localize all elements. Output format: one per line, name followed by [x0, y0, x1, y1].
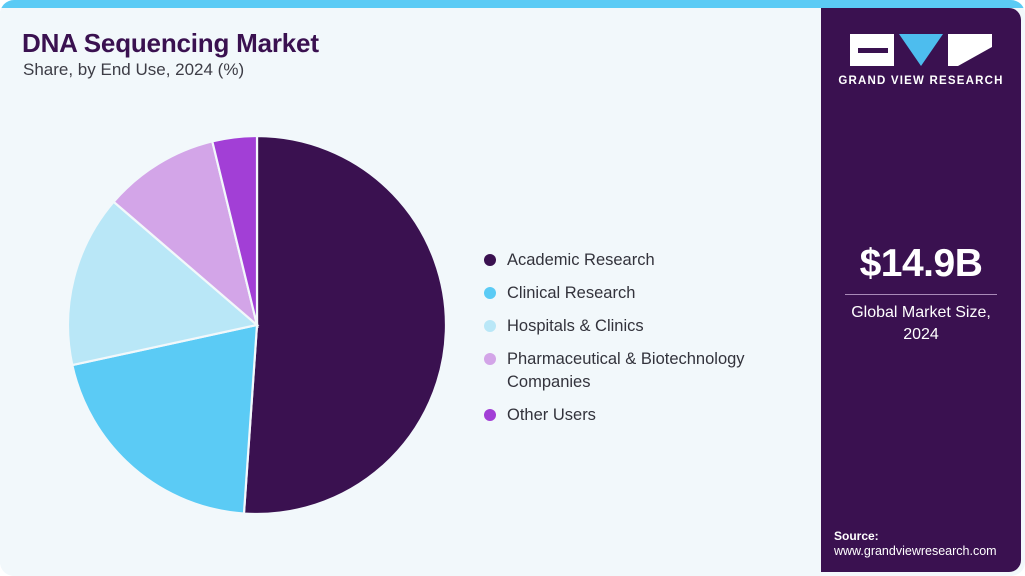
legend-color-swatch-icon	[484, 254, 496, 266]
market-size-caption: Global Market Size, 2024	[851, 303, 991, 344]
legend-item-label: Hospitals & Clinics	[507, 316, 644, 335]
logo-r-icon	[948, 34, 992, 66]
legend-color-swatch-icon	[484, 286, 496, 299]
market-size-stat: $14.9B Global Market Size, 2024	[821, 242, 1021, 346]
legend-color-swatch-icon	[484, 409, 496, 422]
legend-item[interactable]: Hospitals & Clinics	[484, 315, 784, 338]
pie-chart-svg	[67, 135, 447, 515]
logo-marks	[821, 34, 1021, 66]
source-block: Source: www.grandviewresearch.com	[834, 529, 1022, 558]
source-label: Source:	[834, 529, 879, 543]
pie-slice-group	[67, 135, 447, 515]
market-size-value: $14.9B	[859, 242, 983, 285]
chart-main-area: DNA Sequencing Market Share, by End Use,…	[0, 8, 820, 576]
pie-slice[interactable]	[70, 323, 259, 515]
legend-color-swatch-icon	[484, 319, 496, 332]
pie-slice[interactable]	[242, 135, 447, 515]
legend-item[interactable]: Other Users	[484, 404, 784, 427]
logo-v-triangle-icon	[899, 34, 943, 66]
legend-item[interactable]: Academic Research	[484, 249, 784, 272]
page-subtitle: Share, by End Use, 2024 (%)	[23, 60, 245, 79]
legend-item-label: Academic Research	[507, 251, 655, 269]
gvr-logo: GRAND VIEW RESEARCH	[821, 34, 1021, 87]
top-accent-bar	[0, 0, 1025, 8]
pie-slice[interactable]	[112, 140, 259, 329]
source-url[interactable]: www.grandviewresearch.com	[834, 544, 997, 558]
legend-item[interactable]: Clinical Research	[484, 282, 784, 305]
logo-g-icon	[850, 34, 894, 66]
brand-sidebar: GRAND VIEW RESEARCH $14.9B Global Market…	[821, 8, 1021, 572]
chart-legend: Academic Research Clinical Research Hospit…	[484, 249, 784, 437]
stat-divider	[845, 293, 997, 295]
legend-color-swatch-icon	[484, 352, 496, 365]
legend-item[interactable]: Pharmaceutical & Biotechnology Companies	[484, 348, 784, 395]
legend-item-label: Clinical Research	[507, 283, 636, 302]
logo-wordmark: GRAND VIEW RESEARCH	[838, 75, 1004, 87]
pie-chart	[67, 135, 447, 515]
legend-item-label: Other Users	[507, 406, 596, 425]
pie-slice[interactable]	[67, 200, 260, 367]
page-title: DNA Sequencing Market	[22, 28, 319, 58]
pie-slice[interactable]	[210, 135, 259, 326]
legend-item-label: Pharmaceutical & Biotechnology Companies	[507, 349, 745, 392]
